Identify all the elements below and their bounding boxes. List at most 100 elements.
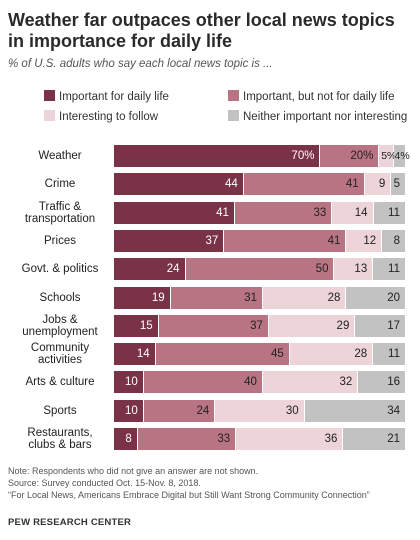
bar-segment [373, 201, 406, 224]
chart-title: Weather far outpaces other local news to… [8, 10, 395, 51]
data-label: 10 [124, 376, 138, 389]
legend-label: Important for daily life [59, 91, 169, 103]
data-label: 5% [381, 150, 397, 162]
category-label: Jobs & unemployment [22, 313, 98, 338]
bar-segment [215, 399, 305, 422]
bar-segment [114, 229, 225, 252]
bar-segment [224, 229, 347, 252]
bar-segment [289, 343, 374, 366]
bar-segment [346, 286, 406, 309]
data-label: 20% [350, 150, 374, 162]
bar-segment [243, 173, 365, 196]
bar-segment [373, 258, 406, 281]
category-label: Restaurants, clubs & bars [27, 427, 93, 451]
source-text: Source: Survey conducted Oct. 15-Nov. 8,… [8, 478, 201, 488]
bar-segment [234, 201, 333, 224]
category-label: Prices [44, 234, 76, 247]
bar-segment [394, 145, 406, 167]
bar-segment [373, 343, 406, 366]
legend-label: Neither important nor interesting [243, 111, 408, 123]
data-label: 10 [124, 404, 138, 417]
bar-segment [114, 173, 244, 196]
legend-item: Important for daily life [44, 90, 169, 103]
category-label: Sports [43, 404, 77, 417]
data-label: 12 [363, 234, 377, 247]
report-title-text: “For Local News, Americans Embrace Digit… [8, 490, 370, 500]
bar-segment [236, 428, 344, 450]
data-label: 36 [324, 433, 338, 445]
data-label: 11 [388, 348, 400, 361]
bar-segment [391, 173, 406, 196]
bar-segment [355, 314, 406, 337]
bar-segment [262, 286, 347, 309]
bar-segment [379, 145, 395, 167]
chart-subtitle: % of U.S. adults who say each local news… [8, 58, 273, 70]
bar-segment [143, 399, 216, 422]
bar-segment [158, 314, 269, 337]
data-label: 21 [387, 433, 400, 445]
data-label: 40 [244, 376, 257, 389]
category-label: Community activities [30, 342, 90, 367]
legend-item: Interesting to follow [44, 110, 158, 123]
data-label: 70% [291, 150, 315, 162]
data-label: 19 [151, 291, 165, 304]
legend-item: Important, but not for daily life [228, 90, 395, 103]
legend-swatch [44, 90, 55, 101]
data-label: 41 [345, 178, 359, 191]
data-label: 45 [270, 348, 284, 361]
data-label: 37 [205, 234, 219, 247]
bar-segment [137, 428, 237, 450]
bar-segment [320, 145, 380, 167]
data-label: 41 [216, 206, 229, 219]
data-label: 5 [393, 178, 400, 191]
bar-segment [332, 201, 374, 224]
data-label: 41 [327, 234, 341, 247]
data-label: 29 [336, 319, 350, 332]
bar-segment [343, 428, 406, 450]
data-label: 50 [315, 263, 329, 276]
data-label: 17 [387, 319, 400, 332]
category-label: Arts & culture [25, 376, 95, 389]
data-label: 32 [339, 376, 353, 389]
data-label: 44 [224, 178, 238, 191]
bar-segment [114, 428, 138, 450]
legend-swatch [228, 110, 239, 121]
legend-label: Important, but not for daily life [243, 91, 395, 103]
bar-segment [114, 314, 159, 337]
data-label: 33 [313, 206, 327, 219]
bar-segment [304, 399, 406, 422]
data-label: 30 [285, 404, 299, 417]
bar-segment [185, 258, 335, 281]
legend-swatch [228, 90, 239, 101]
data-label: 11 [388, 206, 400, 219]
bar-segment [268, 314, 356, 337]
bar-segment [114, 201, 235, 224]
legend-label: Interesting to follow [59, 111, 159, 123]
data-label: 11 [388, 263, 400, 276]
data-label: 13 [354, 263, 368, 276]
pew-logo-text: PEW RESEARCH CENTER [8, 517, 132, 528]
bar-segment [346, 229, 383, 252]
bar-segment [114, 145, 321, 167]
legend-item: Neither important nor interesting [228, 110, 407, 123]
data-label: 14 [136, 348, 150, 361]
bar-segment [170, 286, 263, 309]
category-label: Govt. & politics [21, 263, 99, 276]
data-label: 15 [139, 319, 153, 332]
bar-segment [114, 371, 144, 394]
bar-segment [114, 343, 156, 366]
bar-segment [114, 258, 186, 281]
bar-segment [382, 229, 406, 252]
data-label: 37 [250, 319, 263, 332]
data-label: 9 [378, 178, 386, 191]
category-label: Weather [38, 150, 82, 162]
data-label: 14 [354, 206, 368, 219]
bar-segment [358, 371, 406, 394]
note-text: Note: Respondents who did not give an an… [8, 466, 259, 476]
data-label: 34 [387, 404, 400, 417]
category-label: Schools [39, 291, 81, 304]
data-label: 31 [244, 291, 257, 304]
data-label: 28 [354, 348, 368, 361]
data-label: 8 [125, 433, 132, 445]
data-label: 20 [387, 291, 400, 304]
